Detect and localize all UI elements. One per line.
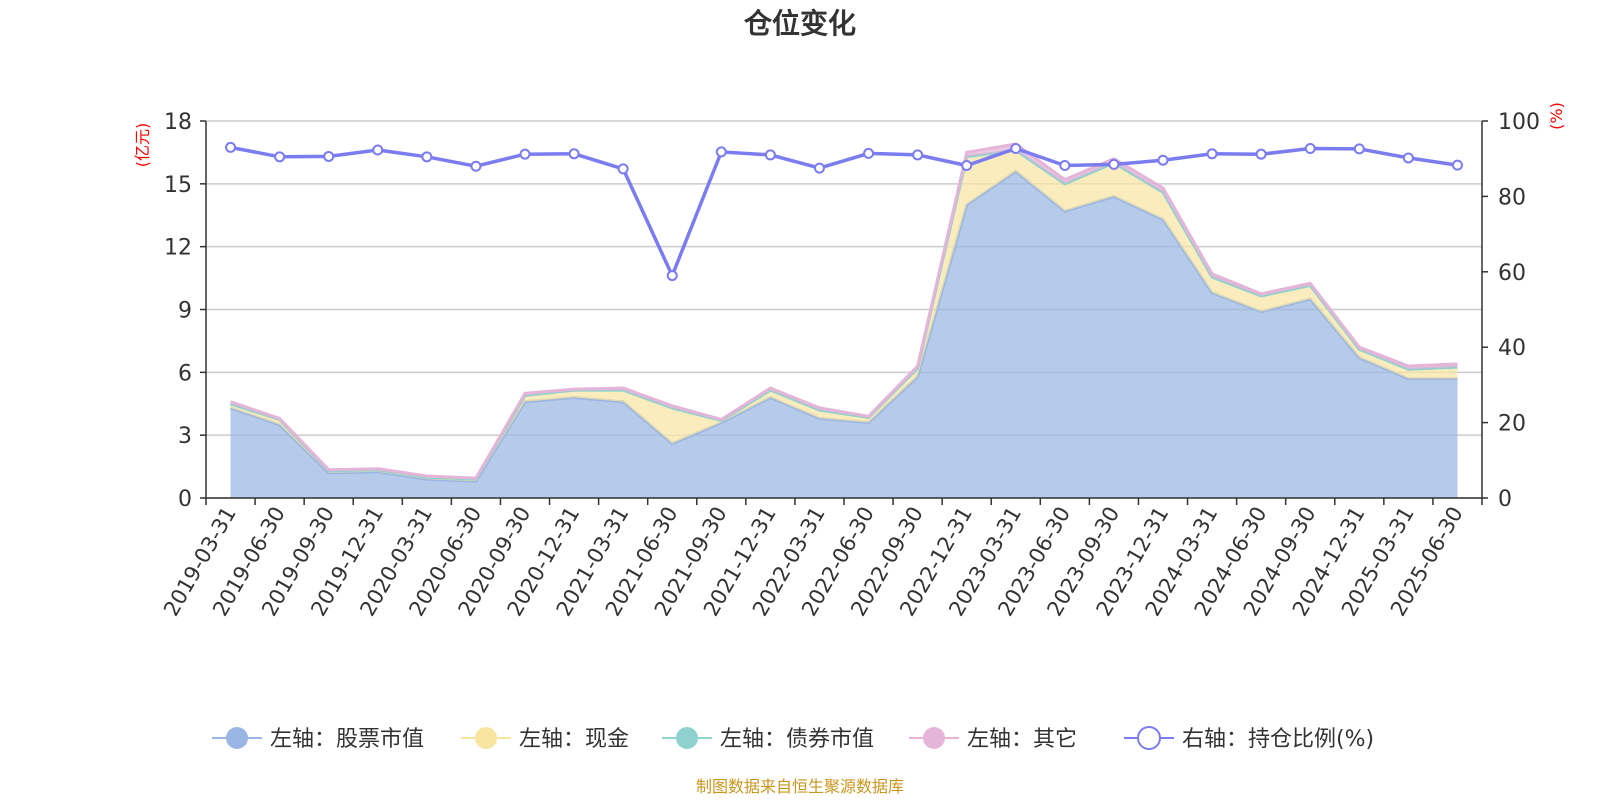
legend-marker-icon xyxy=(475,727,497,749)
ratio-point xyxy=(225,141,237,153)
left-axis-tick-label: 9 xyxy=(178,299,192,324)
ratio-point xyxy=(1059,159,1071,171)
ratio-point xyxy=(1206,148,1218,160)
left-axis-unit: (亿元) xyxy=(133,123,152,168)
left-axis-tick-label: 18 xyxy=(164,110,192,135)
legend-item: 左轴：债券市值 xyxy=(662,727,874,752)
ratio-line xyxy=(225,141,1463,282)
legend-label: 右轴：持仓比例(%) xyxy=(1182,727,1374,752)
legend-marker-icon xyxy=(226,727,248,749)
right-axis-tick-label: 60 xyxy=(1498,261,1526,286)
legend-item: 左轴：其它 xyxy=(909,727,1077,752)
right-axis-tick-label: 100 xyxy=(1498,110,1540,135)
ratio-line-path xyxy=(230,145,1458,281)
left-axis-tick-label: 15 xyxy=(164,173,192,198)
stacked-areas xyxy=(230,142,1458,499)
legend-item: 左轴：现金 xyxy=(461,727,629,752)
legend-label: 左轴：其它 xyxy=(967,727,1077,752)
right-axis-tick-label: 0 xyxy=(1498,487,1512,512)
ratio-point xyxy=(519,148,531,160)
ratio-point xyxy=(1108,158,1120,170)
legend-label: 左轴：现金 xyxy=(519,727,629,752)
right-axis-unit: (%) xyxy=(1547,102,1566,130)
ratio-point xyxy=(813,162,825,174)
ratio-point xyxy=(1402,152,1414,164)
legend-label: 左轴：债券市值 xyxy=(720,727,874,752)
legend-item: 右轴：持仓比例(%) xyxy=(1124,726,1374,752)
ratio-point xyxy=(372,144,384,156)
ratio-point xyxy=(617,163,629,175)
ratio-point xyxy=(568,148,580,160)
ratio-point xyxy=(1451,159,1463,171)
source-note: 制图数据来自恒生聚源数据库 xyxy=(696,777,904,796)
chart-title: 仓位变化 xyxy=(744,7,856,40)
right-axis-tick-label: 40 xyxy=(1498,336,1526,361)
ratio-point xyxy=(1157,154,1169,166)
left-axis-tick-label: 3 xyxy=(178,424,192,449)
right-axis-tick-label: 20 xyxy=(1498,412,1526,437)
left-axis-tick-label: 0 xyxy=(178,487,192,512)
legend: 左轴：股票市值 左轴：现金 左轴：债券市值 左轴：其它 右轴：持仓比例(%) xyxy=(212,726,1374,752)
ratio-point xyxy=(715,146,727,158)
ratio-point xyxy=(912,149,924,161)
ratio-point xyxy=(961,159,973,171)
ratio-point xyxy=(274,151,286,163)
grid xyxy=(206,120,1482,499)
right-axis-tick-label: 80 xyxy=(1498,185,1526,210)
ratio-point xyxy=(764,149,776,161)
legend-label: 左轴：股票市值 xyxy=(270,727,424,752)
ratio-point xyxy=(1353,143,1365,155)
ratio-point xyxy=(863,147,875,159)
area-edge-series-3 xyxy=(230,142,1458,480)
ratio-point xyxy=(470,160,482,172)
ratio-point xyxy=(666,270,678,282)
legend-item: 左轴：股票市值 xyxy=(212,727,424,752)
legend-marker-icon xyxy=(1137,726,1161,750)
left-axis-tick-label: 12 xyxy=(164,236,192,261)
area-series-0 xyxy=(230,171,1458,499)
area-series-1 xyxy=(230,150,1458,482)
left-axis-tick-label: 6 xyxy=(178,361,192,386)
ratio-point xyxy=(1010,143,1022,155)
ratio-point xyxy=(323,150,335,162)
ratio-point xyxy=(1304,143,1316,155)
ratio-point xyxy=(421,151,433,163)
legend-marker-icon xyxy=(676,727,698,749)
ratio-point xyxy=(1255,148,1267,160)
legend-marker-icon xyxy=(923,727,945,749)
